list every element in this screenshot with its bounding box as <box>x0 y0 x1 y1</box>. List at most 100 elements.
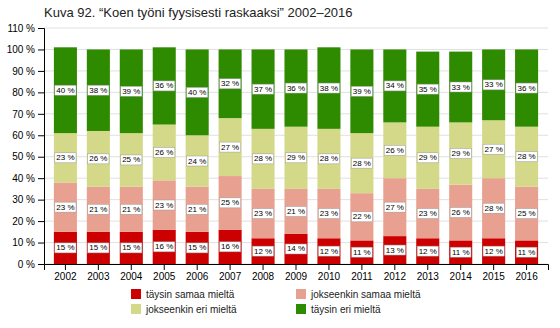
data-label: 28 % <box>252 154 273 164</box>
data-label: 13 % <box>384 245 405 255</box>
tick-label: 10 % <box>12 237 35 248</box>
data-label: 26 % <box>88 154 109 164</box>
label-box <box>220 79 241 89</box>
data-label: 23 % <box>154 200 175 210</box>
data-label-text: 21 % <box>89 205 107 214</box>
label-box <box>516 152 537 162</box>
data-label: 21 % <box>121 204 142 214</box>
tick-mark <box>38 49 44 50</box>
bar <box>120 187 143 232</box>
data-label: 21 % <box>88 204 109 214</box>
tick: 2005 <box>153 264 176 282</box>
title: Kuva 92. “Koen työni fyysisesti raskaaks… <box>44 5 353 20</box>
data-label-text: 23 % <box>56 203 74 212</box>
tick: 10 % <box>12 237 44 248</box>
tick-mark <box>38 135 44 136</box>
tick-mark <box>65 264 66 270</box>
data-label: 33 % <box>483 80 504 90</box>
label-box <box>285 206 306 216</box>
data-label: 35 % <box>417 84 438 94</box>
bar <box>317 129 340 189</box>
label-box <box>154 147 175 157</box>
data-label: 27 % <box>384 202 405 212</box>
data-label-text: 29 % <box>452 149 470 158</box>
bar <box>153 47 176 124</box>
data-label: 34 % <box>384 81 405 91</box>
data-label: 29 % <box>417 153 438 163</box>
tick: 2006 <box>186 264 209 282</box>
label-box <box>516 209 537 219</box>
data-label-text: 26 % <box>452 208 470 217</box>
data-label: 28 % <box>351 158 372 168</box>
data-label-text: 24 % <box>188 157 206 166</box>
label-box <box>220 198 241 208</box>
bar <box>284 49 307 126</box>
tick-mark <box>230 264 231 270</box>
data-label-text: 39 % <box>122 87 140 96</box>
bar <box>120 232 143 264</box>
data-label-text: 27 % <box>386 203 404 212</box>
data-label-text: 13 % <box>386 246 404 255</box>
tick-mark <box>296 264 297 270</box>
tick-mark <box>38 28 44 29</box>
legend-label: jokseenkin samaa mieltä <box>310 289 421 300</box>
tick-label: 2015 <box>483 271 506 282</box>
bar <box>54 232 77 264</box>
tick-label: 90 % <box>12 66 35 77</box>
bar <box>449 122 472 184</box>
plot: 2002200320042005200620072008200920102011… <box>7 23 549 282</box>
data-label-text: 28 % <box>485 204 503 213</box>
bar <box>54 182 77 231</box>
tick-mark <box>526 264 527 270</box>
label-box <box>483 246 504 256</box>
data-label: 11 % <box>516 247 537 257</box>
data-label-text: 23 % <box>254 209 272 218</box>
tick: 2007 <box>219 264 242 282</box>
data-label: 32 % <box>220 79 241 89</box>
tick: 2003 <box>87 264 110 282</box>
label-box <box>417 209 438 219</box>
data-label: 28 % <box>318 154 339 164</box>
data-label: 12 % <box>318 246 339 256</box>
label-box <box>351 158 372 168</box>
data-label: 15 % <box>187 243 208 253</box>
tick: 2011 <box>351 264 373 282</box>
label-box <box>252 84 273 94</box>
data-label-text: 36 % <box>155 81 173 90</box>
tick-mark <box>38 178 44 179</box>
data-label-text: 28 % <box>320 154 338 163</box>
label-box <box>285 244 306 254</box>
tick: 40 % <box>12 173 44 184</box>
bar <box>252 238 275 264</box>
bar <box>383 122 406 178</box>
label-box <box>187 156 208 166</box>
tick-mark <box>38 92 44 93</box>
label-box <box>55 243 76 253</box>
tick: 90 % <box>12 66 44 77</box>
data-label: 11 % <box>352 247 373 257</box>
bar <box>317 47 340 129</box>
bar <box>186 187 209 232</box>
label-box <box>220 242 241 252</box>
label-box <box>417 84 438 94</box>
data-label-text: 29 % <box>287 153 305 162</box>
tick-label: 2011 <box>351 271 373 282</box>
bar <box>449 240 472 264</box>
bar <box>54 133 77 182</box>
data-label: 26 % <box>384 145 405 155</box>
data-label-text: 33 % <box>452 83 470 92</box>
tick-label: 0 % <box>18 259 35 270</box>
tick: 2013 <box>417 264 440 282</box>
data-label: 25 % <box>516 209 537 219</box>
y-axis: 0 %10 %20 %30 %40 %50 %60 %70 %80 %90 %1… <box>7 23 45 270</box>
label-box <box>516 247 537 257</box>
legend-label: täysin eri mieltä <box>311 304 381 315</box>
data-label-text: 15 % <box>188 243 206 252</box>
bar <box>515 127 538 187</box>
label-box <box>450 247 471 257</box>
legend: täysin samaa mieltäjokseenkin samaa miel… <box>131 289 421 315</box>
data-label: 26 % <box>154 147 175 157</box>
legend-item: jokseenkin eri mieltä <box>131 304 237 315</box>
tick: 2015 <box>483 264 506 282</box>
label-box <box>154 200 175 210</box>
